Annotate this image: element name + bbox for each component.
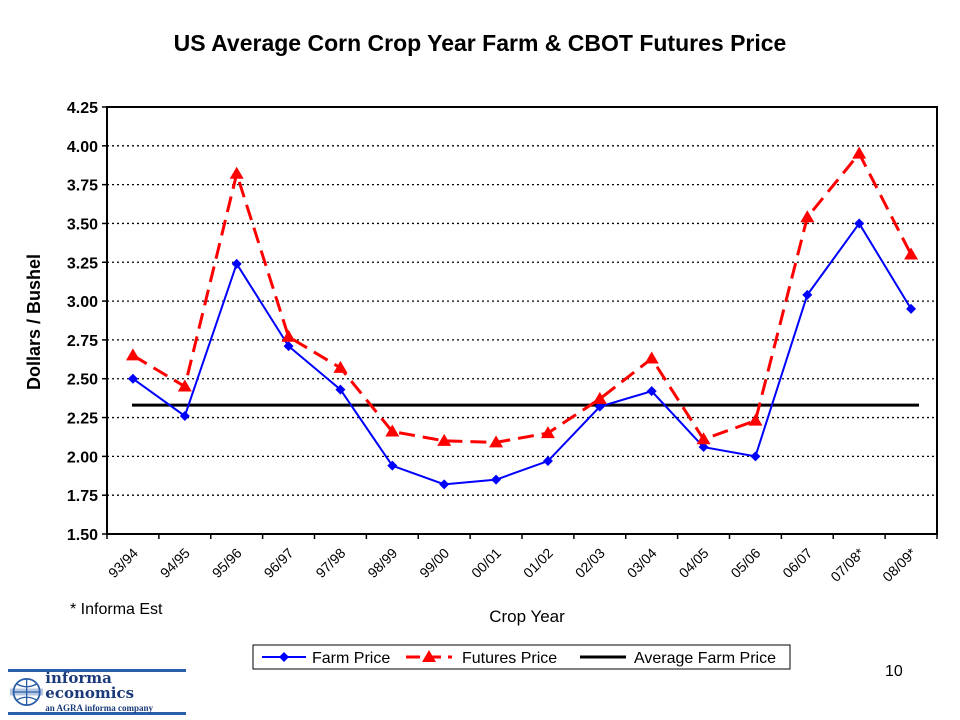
data-point — [854, 218, 865, 229]
data-point — [489, 435, 504, 448]
data-point — [125, 348, 140, 361]
page-number: 10 — [885, 663, 903, 680]
x-tick-label: 00/01 — [468, 545, 504, 581]
logo-emblem-icon — [10, 677, 44, 707]
chart-title: US Average Corn Crop Year Farm & CBOT Fu… — [173, 30, 787, 56]
legend-box — [252, 644, 791, 670]
y-tick-label: 3.00 — [67, 294, 98, 311]
data-point — [229, 166, 244, 179]
data-point — [231, 258, 242, 269]
data-point — [281, 329, 296, 342]
x-tick-label: 08/09* — [879, 544, 919, 584]
data-point — [540, 426, 555, 439]
y-axis-label: Dollars / Bushel — [24, 254, 44, 390]
data-point — [387, 460, 398, 471]
data-point — [904, 247, 919, 260]
x-tick-label: 03/04 — [624, 545, 660, 581]
series-line-farm-price — [132, 221, 912, 486]
data-point — [750, 451, 761, 462]
y-tick-label: 2.00 — [67, 449, 98, 466]
data-point — [852, 146, 867, 159]
y-tick-label: 3.75 — [67, 178, 98, 195]
y-tick-label: 3.25 — [67, 255, 98, 272]
data-point — [437, 433, 452, 446]
series — [125, 146, 919, 490]
y-tick-label: 2.75 — [67, 333, 98, 350]
y-tick-label: 1.50 — [67, 527, 98, 544]
y-tick-label: 4.25 — [67, 100, 98, 117]
data-point — [177, 379, 192, 392]
x-tick-label: 05/06 — [727, 545, 763, 581]
data-point — [906, 303, 917, 314]
legend-label: Farm Price — [312, 650, 390, 667]
x-tick-label: 95/96 — [209, 545, 245, 581]
x-tick-label: 01/02 — [520, 545, 556, 581]
x-tick-label: 94/95 — [157, 545, 193, 581]
y-tick-label: 2.50 — [67, 372, 98, 389]
x-tick-label: 06/07 — [779, 545, 815, 581]
data-point — [491, 474, 502, 485]
x-tick-label: 98/99 — [364, 545, 400, 581]
legend-label: Average Farm Price — [634, 650, 776, 667]
y-axis-ticks: 1.50 1.75 2.00 2.25 2.50 2.75 3.00 3.25 3.50 3.75… — [67, 100, 107, 544]
x-axis-ticks: 93/94 94/95 95/96 96/97 97/98 98/99 99/00 00/01… — [105, 534, 938, 585]
legend: Farm Price Futures Price Average Farm Pric… — [252, 644, 791, 670]
data-point — [644, 351, 659, 364]
data-point — [333, 360, 348, 373]
y-tick-label: 4.00 — [67, 139, 98, 156]
legend-marker — [422, 650, 436, 662]
y-tick-label: 3.50 — [67, 216, 98, 233]
data-point — [385, 424, 400, 437]
y-tick-label: 2.25 — [67, 411, 98, 428]
data-point — [592, 391, 607, 404]
x-tick-label: 97/98 — [312, 545, 348, 581]
data-point — [542, 456, 553, 467]
legend-marker — [279, 652, 289, 662]
data-point — [696, 432, 711, 445]
data-point — [179, 410, 190, 421]
data-point — [127, 373, 138, 384]
gridlines — [107, 145, 937, 496]
series-line-futures-price — [132, 150, 913, 444]
x-tick-label: 93/94 — [105, 545, 141, 581]
legend-label: Futures Price — [462, 650, 557, 667]
logo-name: informa economics — [45, 669, 135, 702]
data-point — [748, 413, 763, 426]
company-logo: informa economics an AGRA informa compan… — [8, 669, 186, 715]
data-point — [802, 289, 813, 300]
data-point — [800, 210, 815, 223]
data-point — [283, 341, 294, 352]
data-point — [335, 384, 346, 395]
data-point — [594, 401, 605, 412]
x-tick-label: 04/05 — [676, 545, 712, 581]
data-point — [439, 479, 450, 490]
x-tick-label: 99/00 — [416, 545, 452, 581]
x-tick-label: 02/03 — [572, 545, 608, 581]
data-point — [646, 386, 657, 397]
logo-tagline: an AGRA informa company — [45, 703, 154, 713]
x-axis-label: Crop Year — [489, 607, 565, 626]
footnote: * Informa Est — [70, 601, 163, 618]
y-tick-label: 1.75 — [67, 488, 98, 505]
x-tick-label: 96/97 — [261, 545, 297, 581]
x-tick-label: 07/08* — [827, 544, 867, 584]
data-point — [698, 442, 709, 453]
